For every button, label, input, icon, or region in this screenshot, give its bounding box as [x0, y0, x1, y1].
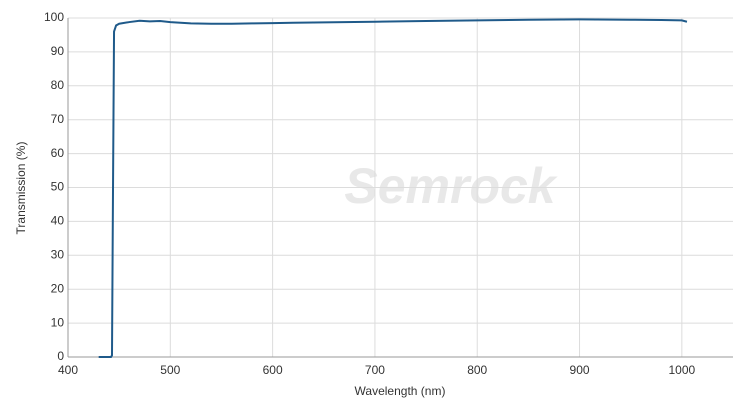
x-tick-label: 500	[160, 363, 180, 377]
x-tick-label: 700	[365, 363, 385, 377]
y-tick-label: 40	[51, 214, 65, 228]
y-tick-label: 0	[57, 349, 64, 363]
x-tick-label: 600	[263, 363, 283, 377]
x-tick-label: 1000	[668, 363, 695, 377]
y-tick-label: 10	[51, 315, 65, 329]
y-tick-label: 90	[51, 44, 65, 58]
x-axis-label: Wavelength (nm)	[355, 384, 446, 398]
y-tick-label: 50	[51, 180, 65, 194]
y-tick-label: 60	[51, 146, 65, 160]
x-tick-label: 800	[467, 363, 487, 377]
y-tick-label: 80	[51, 78, 65, 92]
series-line	[98, 18, 688, 358]
y-tick-label: 100	[44, 10, 64, 24]
y-tick-label: 70	[51, 112, 65, 126]
x-tick-label: 400	[58, 363, 78, 377]
y-axis-label: Transmission (%)	[14, 142, 28, 235]
watermark: Semrock	[344, 158, 557, 214]
y-tick-label: 20	[51, 281, 65, 295]
x-tick-label: 900	[570, 363, 590, 377]
y-tick-label: 30	[51, 247, 65, 261]
